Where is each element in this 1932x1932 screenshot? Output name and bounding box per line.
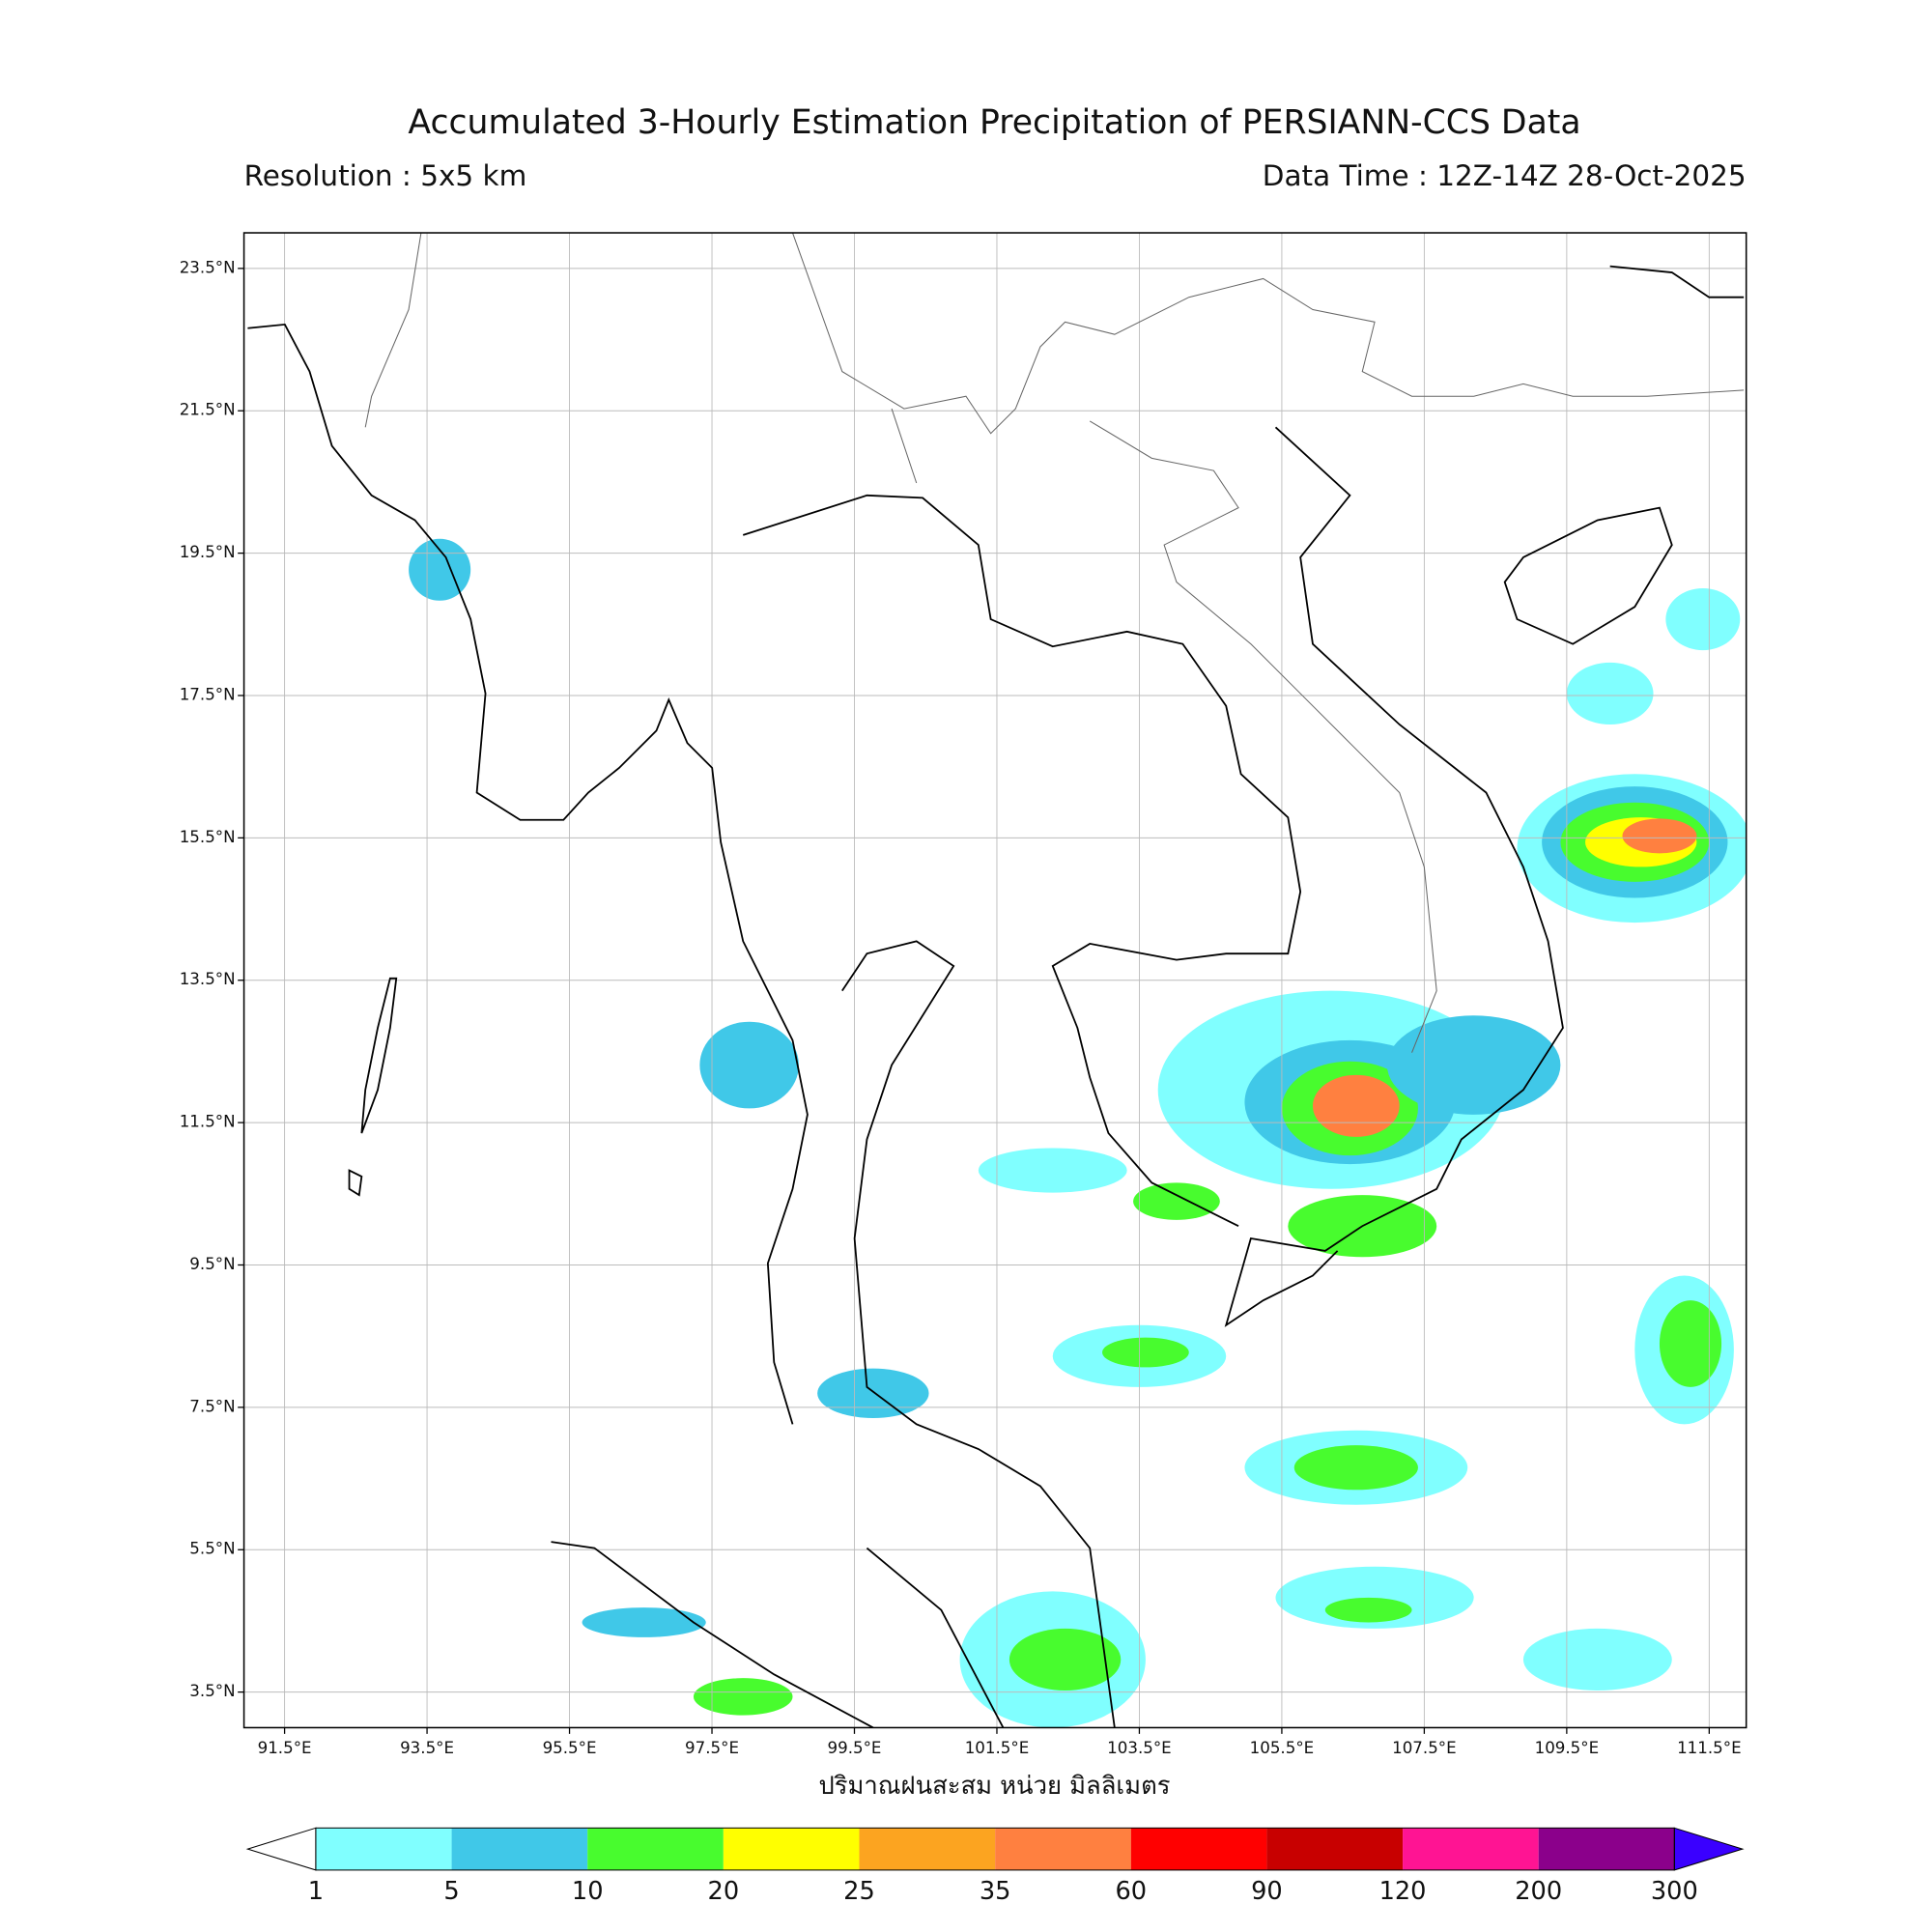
colorbar-label: 90 (1251, 1877, 1283, 1906)
rain-area (1659, 1300, 1722, 1387)
rain-area (1009, 1628, 1122, 1690)
island (1503, 506, 1673, 645)
colorbar-frame (315, 1827, 1675, 1871)
colorbar-label: 10 (572, 1877, 604, 1906)
rain-area (1665, 587, 1741, 651)
y-tick-label: 13.5°N (180, 970, 236, 988)
x-tick-label: 93.5°E (400, 1739, 454, 1757)
rain-area (1522, 1628, 1672, 1690)
country-border (364, 233, 1745, 1053)
rain-area (1324, 1597, 1412, 1623)
coastline (1224, 265, 1745, 1327)
y-tick-label: 7.5°N (189, 1397, 235, 1415)
colorbar-box (1538, 1828, 1675, 1870)
colorbar-label: 25 (843, 1877, 875, 1906)
map-area (243, 233, 1747, 1728)
y-tick-label: 23.5°N (180, 258, 236, 276)
y-tick-label: 3.5°N (189, 1682, 235, 1700)
colorbar-box (859, 1828, 996, 1870)
x-tick-label: 105.5°E (1250, 1739, 1315, 1757)
x-axis-label: ปริมาณฝนสะสม หน่วย มิลลิเมตร (818, 1772, 1170, 1801)
colorbar-label: 200 (1515, 1877, 1562, 1906)
colorbar-label: 60 (1115, 1877, 1147, 1906)
x-tick-label: 107.5°E (1392, 1739, 1457, 1757)
x-tick-label: 101.5°E (965, 1739, 1030, 1757)
x-tick-label: 95.5°E (543, 1739, 597, 1757)
colorbar-label: 20 (708, 1877, 740, 1906)
coastline (551, 1541, 874, 1728)
grid (243, 233, 1747, 1728)
colorbar-label: 1 (308, 1877, 324, 1906)
island (348, 977, 398, 1197)
colorbar-label: 5 (443, 1877, 459, 1906)
rain-area (582, 1607, 706, 1637)
colorbar: 1 5 10 20 25 35 60 90 120 200 300 (245, 1827, 1745, 1906)
colorbar-label: 35 (980, 1877, 1011, 1906)
colorbar-box (995, 1828, 1131, 1870)
colorbar-box (1130, 1828, 1267, 1870)
x-tick-label: 91.5°E (258, 1739, 312, 1757)
rain-area (1622, 818, 1697, 854)
colorbar-box (587, 1828, 724, 1870)
y-tick-label: 21.5°N (180, 401, 236, 419)
coastline (247, 323, 809, 1425)
y-tick-label: 19.5°N (180, 543, 236, 561)
data-time: Data Time : 12Z-14Z 28-Oct-2025 (1263, 159, 1747, 192)
rain-area (409, 538, 471, 601)
x-tick-label: 111.5°E (1677, 1739, 1742, 1757)
colorbar-label: 120 (1379, 1877, 1427, 1906)
y-tick-label: 5.5°N (189, 1540, 235, 1558)
x-tick-label: 97.5°E (685, 1739, 739, 1757)
x-tick-label: 103.5°E (1107, 1739, 1172, 1757)
resolution: Resolution : 5x5 km (244, 159, 527, 192)
rain-area (1133, 1182, 1220, 1220)
rain-area (1312, 1074, 1400, 1137)
colorbar-label: 300 (1651, 1877, 1698, 1906)
axes: 91.5°E 93.5°E 95.5°E 97.5°E 99.5°E 101.5°E 103… (180, 258, 1742, 1756)
y-tick-label: 9.5°N (189, 1255, 235, 1273)
coastline (742, 494, 1302, 1728)
colorbar-box (451, 1828, 588, 1870)
rain-area (1102, 1337, 1189, 1368)
colorbar-box (723, 1828, 860, 1870)
rain-area (1386, 1015, 1561, 1115)
rain-area (978, 1148, 1127, 1193)
y-tick-label: 15.5°N (180, 828, 236, 846)
x-tick-label: 109.5°E (1535, 1739, 1600, 1757)
y-tick-label: 11.5°N (180, 1113, 236, 1131)
title: Accumulated 3-Hourly Estimation Precipit… (408, 103, 1580, 142)
colorbar-box (1266, 1828, 1404, 1870)
rain-area (693, 1678, 793, 1716)
rain-area (1293, 1445, 1418, 1491)
y-tick-label: 17.5°N (180, 685, 236, 703)
colorbar-box (1403, 1828, 1539, 1870)
colorbar-box (315, 1828, 452, 1870)
rain-area (1566, 662, 1654, 724)
rain-area (699, 1021, 799, 1109)
rain-area (817, 1368, 929, 1418)
x-tick-label: 99.5°E (828, 1739, 882, 1757)
